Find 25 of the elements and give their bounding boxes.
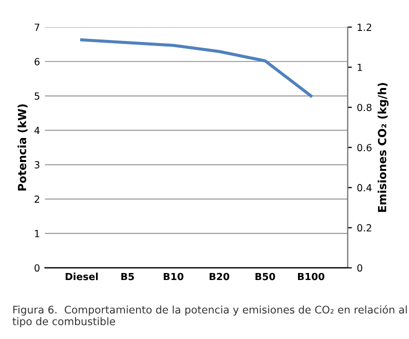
- y2-tick-label: 0: [357, 264, 362, 272]
- x-tick-label: B20: [210, 272, 230, 280]
- y2-tick-label: 1.2: [358, 24, 372, 31]
- y2-tick-label: 0.8: [357, 104, 372, 112]
- x-tick-label: B5: [121, 272, 134, 280]
- y2-tick-label: 1: [358, 64, 362, 71]
- x-tick-label: B50: [256, 272, 276, 280]
- y-tick-label: 5: [34, 92, 40, 100]
- text: Figura 6. Comportamiento de la potencia y emisiones de CO₂ en relación al tipo de combustible: [12, 305, 407, 328]
- y-axis-title: Potencia (kW): [18, 104, 28, 190]
- y2-axis-title: Emisiones CO₂ (kg/h): [378, 83, 389, 212]
- x-tick-label: B10: [164, 272, 184, 280]
- y2-tick-label: 0.2: [357, 224, 372, 232]
- y-tick-label: 3: [34, 161, 40, 168]
- y-tick-label: 6: [34, 58, 40, 66]
- line-series: [80, 38, 312, 98]
- y-tick-label: 1: [35, 230, 40, 238]
- y2-tick-label: 0.6: [357, 144, 372, 152]
- y-tick-label: 4: [34, 126, 40, 134]
- y-tick-label: 7: [34, 24, 40, 31]
- y2-tick-label: 0.4: [357, 184, 372, 192]
- x-tick-label: B100: [298, 272, 324, 280]
- y-tick-label: 0: [34, 264, 40, 272]
- y-tick-label: 2: [34, 196, 40, 203]
- x-tick-label: Diesel: [66, 272, 98, 280]
